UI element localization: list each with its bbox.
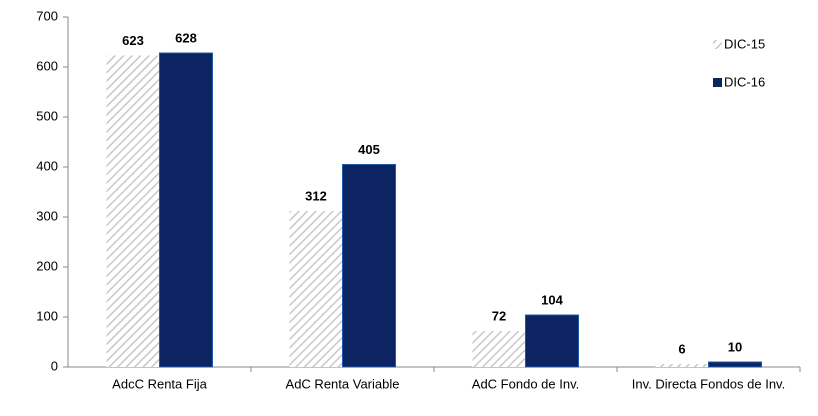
value-label: 312 <box>305 188 327 203</box>
y-tick-label: 400 <box>36 158 58 173</box>
y-tick-label: 100 <box>36 308 58 323</box>
value-label: 6 <box>678 341 685 356</box>
x-tick-label: AdC Fondo de Inv. <box>472 376 579 391</box>
y-tick-label: 300 <box>36 208 58 223</box>
legend-swatch <box>713 40 722 49</box>
y-tick-label: 500 <box>36 108 58 123</box>
y-tick-label: 0 <box>51 358 58 373</box>
legend-label: DIC-15 <box>724 36 765 51</box>
value-label: 104 <box>541 292 563 307</box>
y-tick-label: 200 <box>36 258 58 273</box>
value-label: 628 <box>175 30 197 45</box>
bar <box>708 361 762 368</box>
bar <box>289 211 343 367</box>
legend-swatch <box>713 78 722 87</box>
legend-label: DIC-16 <box>724 74 765 89</box>
x-tick-label: AdC Renta Variable <box>286 376 400 391</box>
bar <box>655 364 709 367</box>
bar <box>106 55 160 367</box>
x-tick-label: AdcC Renta Fija <box>112 376 207 391</box>
bar <box>472 331 526 367</box>
y-tick-label: 600 <box>36 58 58 73</box>
value-label: 72 <box>492 308 506 323</box>
bar <box>159 52 213 368</box>
y-tick-label: 700 <box>36 8 58 23</box>
value-label: 623 <box>122 33 144 48</box>
value-label: 405 <box>358 142 380 157</box>
value-label: 10 <box>728 339 742 354</box>
bar <box>525 314 579 368</box>
bar <box>342 164 396 368</box>
x-tick-label: Inv. Directa Fondos de Inv. <box>632 376 785 391</box>
